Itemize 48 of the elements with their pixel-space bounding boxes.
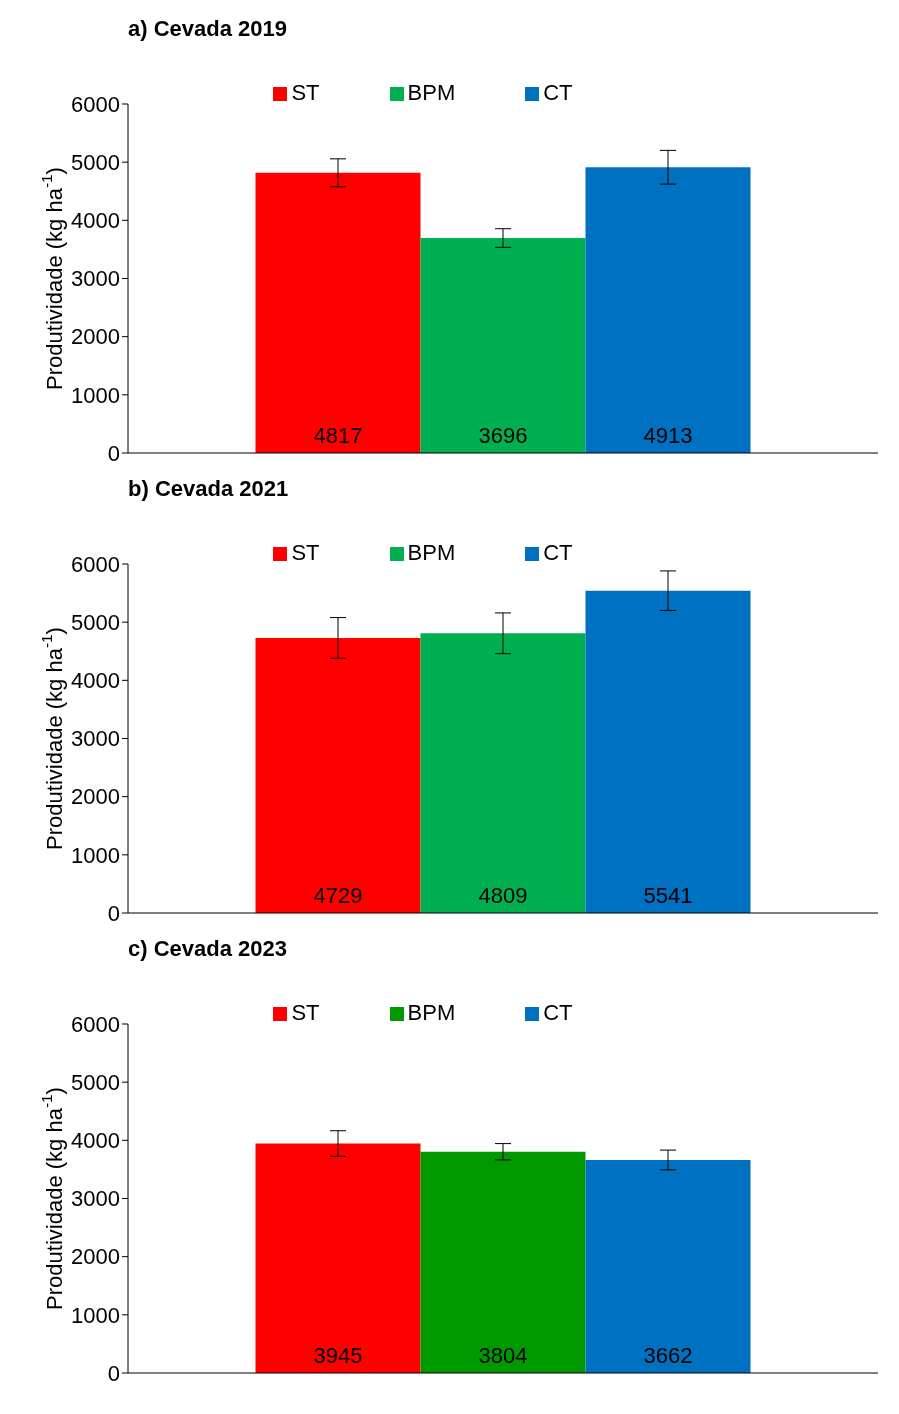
data-label: 4729 bbox=[313, 883, 363, 908]
data-label: 4817 bbox=[313, 423, 363, 448]
y-tick-label: 6000 bbox=[71, 551, 120, 577]
y-tick-label: 6000 bbox=[71, 1011, 120, 1037]
y-tick-label: 0 bbox=[107, 900, 120, 926]
legend-label: CT bbox=[543, 80, 573, 105]
legend-label: ST bbox=[291, 80, 320, 105]
y-tick-label: 4000 bbox=[71, 668, 120, 694]
legend-label: BPM bbox=[407, 80, 456, 105]
y-tick-label: 5000 bbox=[71, 149, 120, 175]
data-label: 3945 bbox=[313, 1343, 363, 1368]
legend-label: BPM bbox=[407, 1000, 456, 1025]
bar bbox=[255, 172, 421, 453]
data-label: 4809 bbox=[478, 883, 528, 908]
y-tick-label: 1000 bbox=[71, 842, 120, 868]
chart-title: b) Cevada 2021 bbox=[128, 476, 289, 502]
y-tick-label: 5000 bbox=[71, 1069, 120, 1095]
y-tick-label: 3000 bbox=[71, 726, 120, 752]
bar bbox=[420, 238, 586, 453]
y-tick-label: 1000 bbox=[71, 1302, 120, 1328]
data-label: 3662 bbox=[643, 1343, 693, 1368]
bar bbox=[420, 633, 586, 913]
y-tick-label: 4000 bbox=[71, 208, 120, 234]
bar bbox=[585, 590, 751, 913]
y-tick-label: 0 bbox=[107, 1360, 120, 1386]
chart-title: c) Cevada 2023 bbox=[128, 936, 287, 962]
y-tick-label: 0 bbox=[107, 440, 120, 466]
y-tick-label: 2000 bbox=[71, 324, 120, 350]
legend-label: BPM bbox=[407, 540, 456, 565]
y-tick-label: 3000 bbox=[71, 266, 120, 292]
bar bbox=[255, 637, 421, 913]
legend-label: ST bbox=[291, 540, 320, 565]
y-tick-label: 2000 bbox=[71, 1244, 120, 1270]
data-label: 4913 bbox=[643, 423, 693, 448]
data-label: 3696 bbox=[478, 423, 528, 448]
chart-title: a) Cevada 2019 bbox=[128, 16, 287, 42]
y-tick-label: 6000 bbox=[71, 91, 120, 117]
y-tick-label: 1000 bbox=[71, 382, 120, 408]
y-tick-label: 2000 bbox=[71, 784, 120, 810]
y-tick-label: 4000 bbox=[71, 1128, 120, 1154]
y-tick-label: 5000 bbox=[71, 609, 120, 635]
data-label: 5541 bbox=[643, 883, 693, 908]
legend-label: CT bbox=[543, 1000, 573, 1025]
bar bbox=[585, 167, 751, 453]
legend-label: CT bbox=[543, 540, 573, 565]
legend-label: ST bbox=[291, 1000, 320, 1025]
y-tick-label: 3000 bbox=[71, 1186, 120, 1212]
data-label: 3804 bbox=[478, 1343, 528, 1368]
